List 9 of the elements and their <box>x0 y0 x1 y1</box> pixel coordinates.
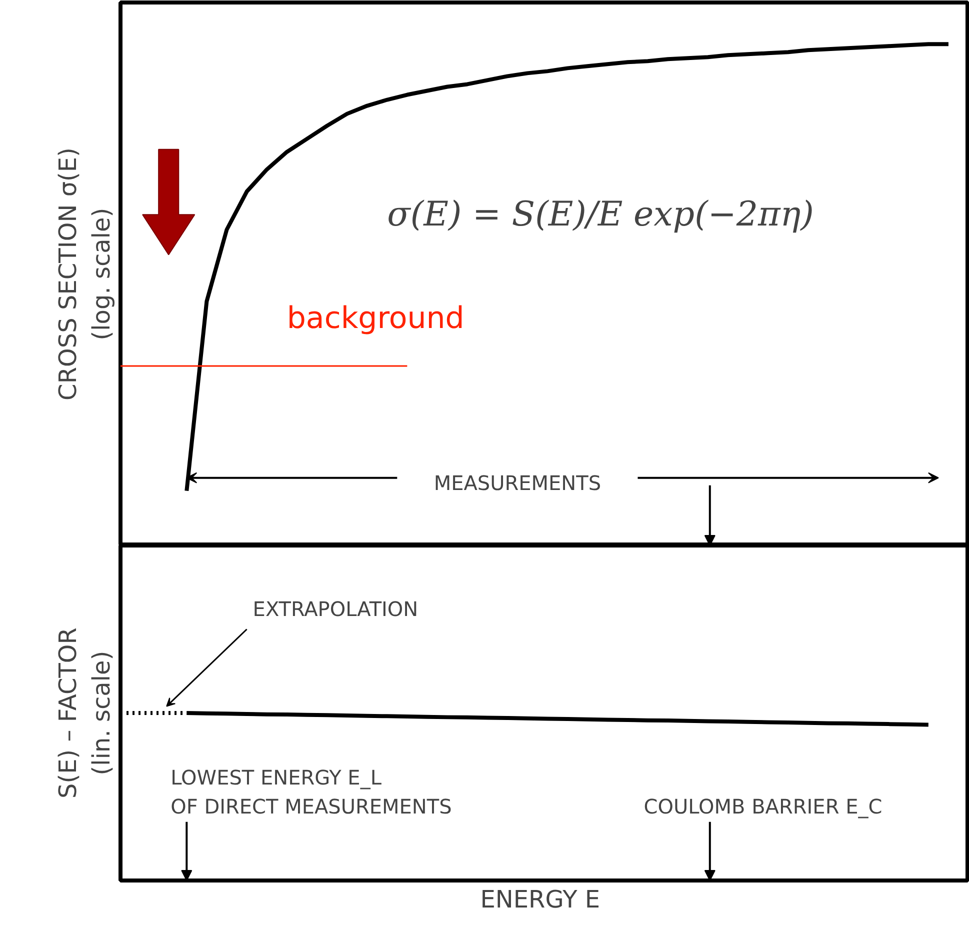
annotation: COULOMB BARRIER E_C <box>644 794 882 819</box>
y-axis-title: S(E) – FACTOR (lin. scale) <box>54 628 116 798</box>
y-axis-title: CROSS SECTION σ(E) (log. scale) <box>54 148 116 400</box>
ref-line-label: background <box>286 300 464 336</box>
annotation: MEASUREMENTS <box>434 470 602 495</box>
annotation: σ(E) = S(E)/E exp(−2πη) <box>387 194 814 235</box>
x-axis-title: ENERGY E <box>480 886 600 914</box>
text: EXTRAPOLATION <box>252 596 418 621</box>
annotation: LOWEST ENERGY E_L OF DIRECT MEASUREMENTS <box>170 766 452 819</box>
